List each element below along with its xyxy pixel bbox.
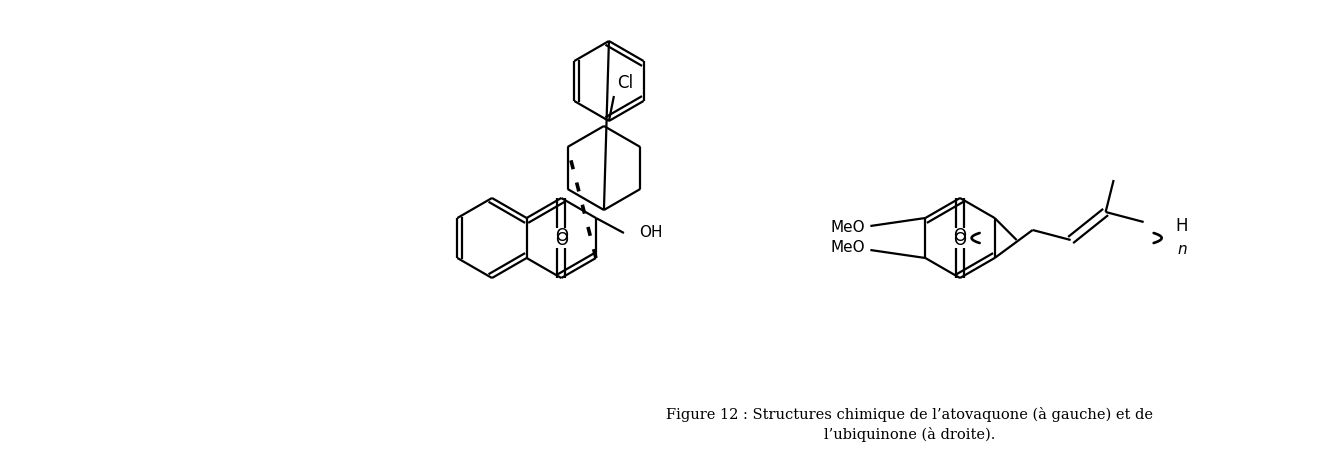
Text: Figure 12 : Structures chimique de l’atovaquone (à gauche) et de: Figure 12 : Structures chimique de l’ato… — [666, 407, 1153, 422]
Text: n: n — [1177, 243, 1187, 258]
Text: l’ubiquinone (à droite).: l’ubiquinone (à droite). — [824, 428, 995, 442]
Text: O: O — [555, 227, 567, 245]
Text: MeO: MeO — [831, 241, 866, 255]
Text: O: O — [954, 227, 966, 245]
Text: Cl: Cl — [617, 74, 633, 92]
Text: O: O — [954, 231, 966, 249]
Text: OH: OH — [640, 226, 662, 241]
Text: H: H — [1176, 217, 1188, 235]
Text: O: O — [555, 231, 567, 249]
Text: MeO: MeO — [831, 220, 866, 236]
